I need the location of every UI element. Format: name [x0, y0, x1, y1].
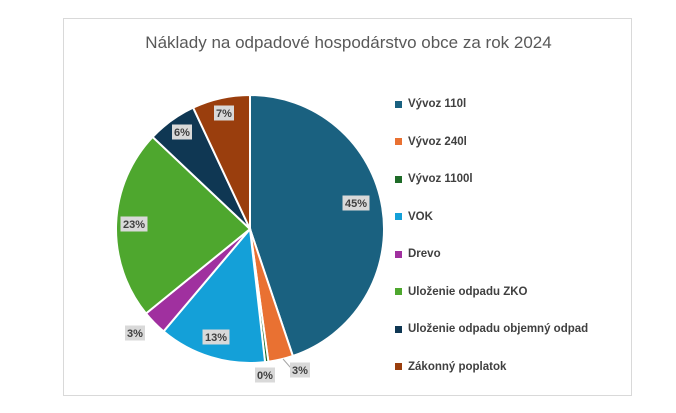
pie-slice — [162, 226, 267, 364]
data-label-box — [120, 216, 148, 232]
legend-item: Vývoz 1100l — [395, 171, 473, 187]
data-label: 45% — [342, 195, 370, 211]
legend-swatch — [395, 325, 402, 333]
legend-label: Uloženie odpadu objemný odpad — [408, 323, 589, 335]
pie-slice — [191, 93, 251, 230]
legend-item: VOK — [395, 209, 433, 225]
data-label-box — [290, 362, 310, 378]
legend-label: Vývoz 240l — [408, 135, 467, 148]
data-label-text: 23% — [123, 219, 145, 231]
data-label-text: 3% — [292, 365, 308, 377]
data-label-box — [342, 195, 370, 211]
data-label-box — [214, 105, 234, 121]
data-label-text: 6% — [174, 127, 190, 139]
data-label-box — [172, 124, 192, 140]
legend-swatch — [395, 288, 402, 295]
legend-label: Drevo — [408, 248, 441, 260]
data-label-text: 0% — [257, 370, 273, 382]
data-label: 7% — [214, 105, 234, 121]
legend-swatch — [395, 363, 402, 370]
data-label-text: 7% — [216, 108, 232, 120]
data-label-box — [125, 325, 145, 341]
legend-swatch — [395, 138, 402, 145]
data-label-text: 13% — [205, 332, 227, 344]
pie-chart: 45% 3% 0% 13% 3% 23% 6% 7% — [115, 93, 385, 383]
data-label: 3% — [125, 325, 145, 341]
legend-label: Vývoz 1100l — [408, 173, 473, 185]
data-label: 0% — [255, 367, 275, 383]
legend-label: Uloženie odpadu ZKO — [408, 285, 528, 298]
legend-item: Vývoz 110l — [395, 96, 466, 112]
data-label: 3% — [290, 362, 310, 378]
legend-item: Uloženie odpadu ZKO — [395, 284, 527, 300]
legend-swatch — [395, 100, 402, 108]
legend-label: VOK — [408, 210, 433, 223]
legend-label: Zákonný poplatok — [408, 360, 507, 373]
data-label-box — [255, 367, 275, 383]
data-label: 13% — [202, 329, 230, 345]
legend-label: Vývoz 110l — [408, 98, 467, 110]
data-label-box — [202, 329, 230, 345]
pie-slice — [115, 135, 252, 315]
data-label: 6% — [172, 124, 192, 140]
legend-swatch — [395, 213, 402, 220]
pie-slice — [249, 93, 385, 358]
legend-item: Uloženie odpadu objemný odpad — [395, 321, 588, 337]
chart-title: Náklady na odpadové hospodárstvo obce za… — [145, 33, 552, 52]
data-label-text: 3% — [127, 328, 143, 340]
legend-item: Zákonný poplatok — [395, 359, 506, 375]
legend-item: Vývoz 240l — [395, 134, 467, 150]
legend-item: Drevo — [395, 246, 441, 262]
chart-area: Náklady na odpadové hospodárstvo obce za… — [63, 18, 632, 396]
legend-swatch — [395, 175, 402, 183]
legend-swatch — [395, 250, 402, 258]
data-label-text: 45% — [345, 198, 367, 210]
data-label: 23% — [120, 216, 148, 232]
